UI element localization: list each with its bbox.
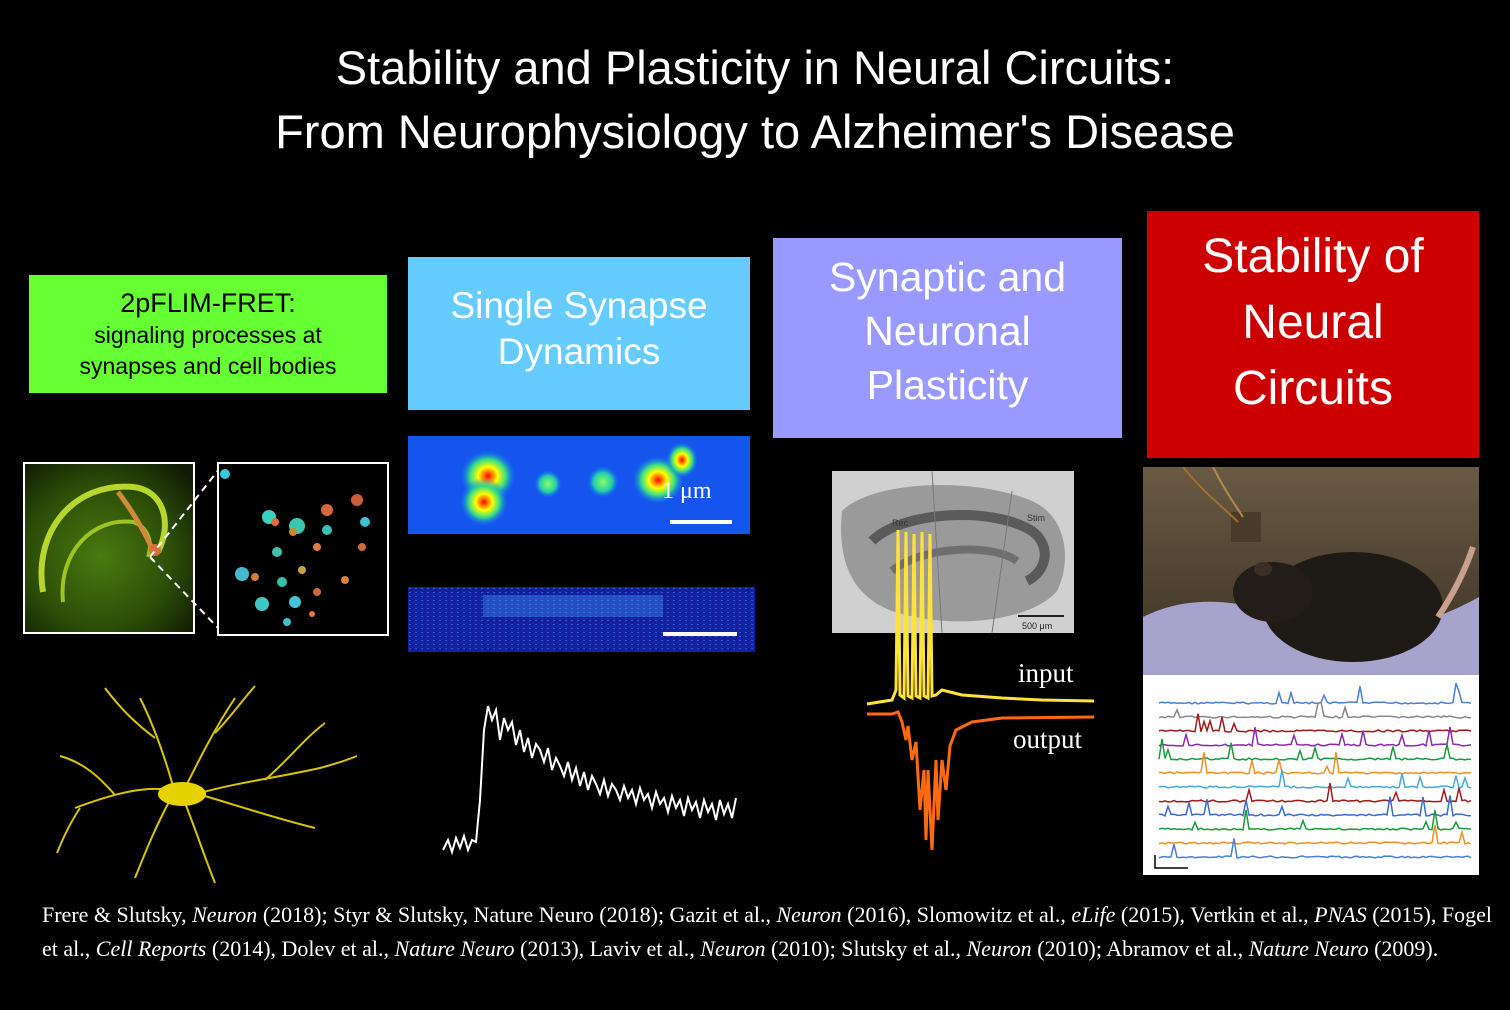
reference-journal: Nature Neuro [394,936,515,961]
calcium-trace-line [1158,769,1472,790]
reference-journal: Cell Reports [95,936,207,961]
hippocampus-image [23,462,195,634]
calcium-trace-line [1158,682,1472,705]
synapse-heatmap [408,436,750,534]
kymograph-image [408,587,755,652]
zoom-lines [150,467,221,631]
flim-sub2: synapses and cell bodies [79,352,337,379]
reference-text: Frere & Slutsky, [42,902,193,927]
trace-input-label: input [1018,658,1074,688]
stability-line1: Stability of [1202,229,1424,283]
calcium-trace-line [1158,752,1472,775]
plasticity-line3: Plasticity [866,362,1029,408]
references-text: Frere & Slutsky, Neuron (2018); Styr & S… [42,898,1492,966]
reference-journal: eLife [1071,902,1116,927]
input-output-traces [866,529,1095,851]
plasticity-line1: Synaptic and [828,254,1067,300]
calcium-trace-line [1158,795,1472,818]
neuron-image [56,685,358,884]
calcium-trace-line [1158,738,1472,761]
calcium-traces [1143,675,1479,875]
reference-journal: PNAS [1314,902,1367,927]
synapse-line1: Single Synapse [450,284,708,326]
plasticity-line2: Neuronal [864,308,1031,354]
reference-text: (2010); Abramov et al., [1031,936,1249,961]
stability-line2: Neural [1242,295,1384,349]
trace-output-label: output [1013,724,1083,754]
mouse-photo [1143,467,1479,675]
reference-journal: Neuron [192,902,258,927]
flim-sub1: signaling processes at [94,321,322,348]
calcium-trace-line [1158,782,1472,803]
flim-heading: 2pFLIM-FRET: [120,287,296,318]
fluorescence-trace [442,705,737,856]
zoomed-cells-image [217,462,389,636]
calcium-trace-line [1158,701,1472,719]
calcium-trace-line [1158,713,1472,734]
stability-line3: Circuits [1232,361,1393,415]
reference-journal: Nature Neuro [1248,936,1369,961]
plasticity-box: Synaptic and Neuronal Plasticity [773,238,1122,438]
reference-text: (2015), Vertkin et al., [1115,902,1315,927]
calcium-trace-line [1158,838,1472,859]
slide-title-line2: From Neurophysiology to Alzheimer's Dise… [275,105,1235,158]
slice-rec-label: Rec [892,518,909,528]
reference-text: (2016), Slomowitz et al., [841,902,1072,927]
reference-journal: Neuron [700,936,766,961]
scale-1um-label: 1 μm [662,478,712,504]
slice-stim-label: Stim [1027,513,1045,523]
calcium-trace-line [1158,824,1472,846]
single-synapse-box: Single Synapse Dynamics [408,257,750,410]
slice-scale-label: 500 μm [1022,621,1052,631]
slide-title-line1: Stability and Plasticity in Neural Circu… [335,41,1175,94]
stability-box: Stability of Neural Circuits [1147,211,1479,458]
calcium-trace-line [1158,809,1472,832]
synapse-line2: Dynamics [497,330,661,372]
reference-text: (2013), Laviv et al., [514,936,701,961]
flim-fret-box: 2pFLIM-FRET: signaling processes at syna… [29,275,387,393]
reference-journal: Neuron [966,936,1032,961]
reference-text: (2015), Fogel et al., [42,902,1492,961]
reference-text: (2010); Slutsky et al., [765,936,967,961]
reference-text: (2009). [1368,936,1439,961]
reference-journal: Neuron [776,902,842,927]
reference-text: (2014), Dolev et al., [206,936,395,961]
reference-text: (2018); Styr & Slutsky, Nature Neuro (20… [257,902,777,927]
